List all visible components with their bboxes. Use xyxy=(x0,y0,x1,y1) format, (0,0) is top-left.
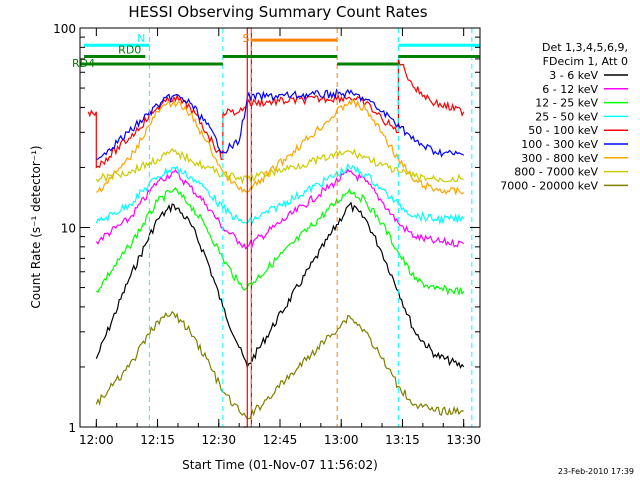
state-bar-label: RD0 xyxy=(118,43,141,56)
legend-header-line: Det 1,3,4,5,6,9, xyxy=(542,41,628,54)
legend-entry-label: 7000 - 20000 keV xyxy=(500,179,598,192)
legend-entry-label: 300 - 800 keV xyxy=(521,152,598,165)
x-tick-label: 13:15 xyxy=(385,433,420,447)
series-7 xyxy=(95,99,465,195)
legend: Det 1,3,4,5,6,9,FDecim 1, Att 03 - 6 keV… xyxy=(500,41,628,192)
series-line xyxy=(95,310,464,420)
series-line xyxy=(95,99,465,195)
series-8 xyxy=(95,147,464,185)
legend-entry-label: 800 - 7000 keV xyxy=(514,166,598,179)
y-tick-label: 100 xyxy=(53,22,76,36)
x-tick-label: 13:30 xyxy=(446,433,481,447)
x-tick-label: 13:00 xyxy=(324,433,359,447)
legend-header-line: FDecim 1, Att 0 xyxy=(543,55,628,68)
y-axis-label: Count Rate (s⁻¹ detector⁻¹) xyxy=(29,145,43,308)
series-4 xyxy=(95,162,465,226)
legend-entry-label: 3 - 6 keV xyxy=(549,69,598,82)
y-tick-label: 1 xyxy=(68,421,76,435)
series-line xyxy=(95,201,465,369)
series-3 xyxy=(95,187,465,296)
state-bar-label: S xyxy=(242,32,249,45)
state-bar-label: RD4 xyxy=(72,57,95,70)
x-tick-label: 12:15 xyxy=(140,433,175,447)
y-tick-label: 10 xyxy=(61,222,76,236)
legend-entry-label: 12 - 25 keV xyxy=(535,97,598,110)
series-line xyxy=(95,162,465,226)
series-9 xyxy=(95,310,464,420)
timestamp: 23-Feb-2010 17:39 xyxy=(558,467,634,476)
series-line xyxy=(95,187,465,296)
state-bar-label: N xyxy=(137,32,145,45)
series-6 xyxy=(96,88,465,160)
x-tick-label: 12:30 xyxy=(201,433,236,447)
series-line xyxy=(95,168,465,250)
series-line xyxy=(96,88,465,160)
legend-entry-label: 50 - 100 keV xyxy=(528,124,598,137)
x-tick-label: 12:00 xyxy=(79,433,114,447)
chart-title: HESSI Observing Summary Count Rates xyxy=(128,3,427,21)
legend-entry-label: 6 - 12 keV xyxy=(542,83,598,96)
legend-entry-label: 100 - 300 keV xyxy=(521,138,598,151)
axes-layer: 12:00 12:15 12:30 12:45 13:00 13:15 13:30 1 10 10… xyxy=(53,22,481,447)
legend-entry-label: 25 - 50 keV xyxy=(535,110,598,123)
series-2 xyxy=(95,168,465,250)
x-axis-label: Start Time (01-Nov-07 11:56:02) xyxy=(182,458,378,472)
series-1 xyxy=(95,201,465,369)
series-line xyxy=(95,147,464,185)
x-tick-label: 12:45 xyxy=(263,433,298,447)
